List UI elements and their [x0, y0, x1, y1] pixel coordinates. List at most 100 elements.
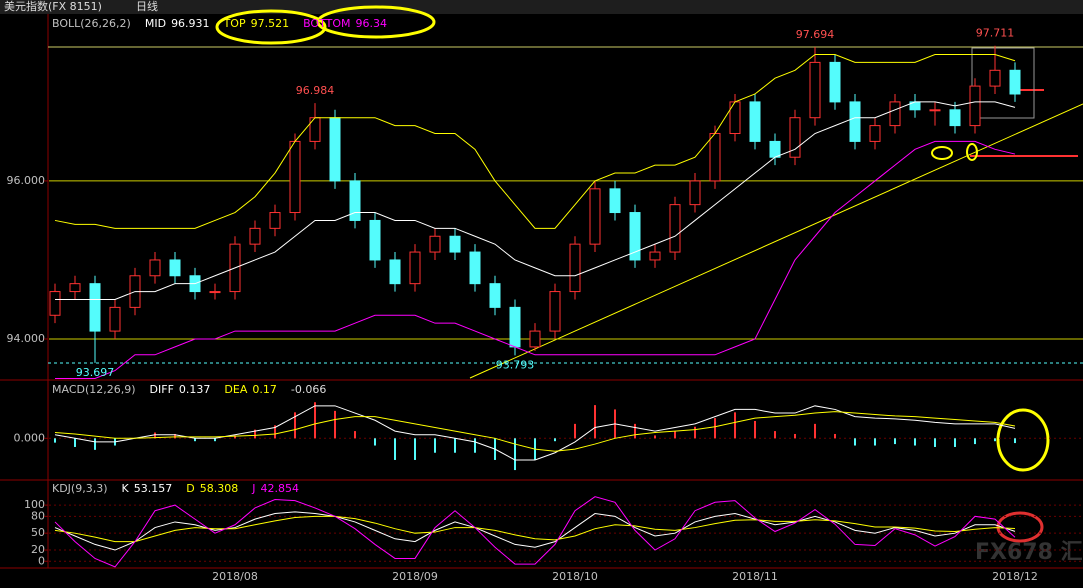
candle-body	[569, 243, 581, 293]
indicator-name: MACD(12,26,9)	[52, 383, 136, 396]
candle-body	[449, 235, 461, 253]
candle-body	[989, 69, 1001, 87]
y-tick-label: 50	[31, 526, 45, 539]
candle-body	[349, 180, 361, 221]
legend-value: 58.308	[200, 482, 239, 495]
candle-body	[69, 283, 81, 293]
candle-body	[769, 140, 781, 158]
highlight-ellipse	[215, 9, 327, 45]
x-tick-label: 2018/12	[992, 570, 1038, 583]
legend-label: K	[122, 482, 130, 495]
price-annotation: 97.694	[796, 28, 835, 41]
candle-body	[969, 85, 981, 127]
y-tick-label: 100	[24, 498, 45, 511]
y-tick-label: 80	[31, 509, 45, 522]
legend-label: MID	[145, 17, 166, 30]
candle-body	[629, 212, 641, 261]
y-tick-label: 0.000	[14, 431, 46, 444]
candle-body	[489, 283, 501, 308]
candle-body	[509, 306, 521, 348]
title-bar	[0, 0, 1083, 14]
candle-body	[849, 101, 861, 142]
legend-value: 96.931	[171, 17, 210, 30]
candle-body	[529, 330, 541, 348]
legend-value: 96.34	[355, 17, 387, 30]
candle-body	[289, 140, 301, 214]
x-tick-label: 2018/09	[392, 570, 438, 583]
price-annotation: 93.697	[76, 366, 115, 379]
highlight-box	[971, 47, 1035, 119]
y-tick-label: 0	[38, 554, 45, 567]
legend-value: -0.066	[291, 383, 326, 396]
legend-value: 42.854	[260, 482, 299, 495]
candle-body	[429, 235, 441, 253]
candle-body	[669, 204, 681, 253]
indicator-line	[54, 515, 1016, 543]
indicator-line	[54, 405, 1016, 461]
candle-body	[549, 291, 561, 332]
indicator-line	[55, 101, 1016, 300]
legend-value: 97.521	[251, 17, 290, 30]
indicator-name: BOLL(26,26,2)	[52, 17, 131, 30]
y-tick-label: 94.000	[7, 332, 46, 345]
candle-body	[709, 133, 721, 182]
highlight-ellipse	[996, 408, 1050, 472]
candle-body	[389, 259, 401, 285]
indicator-line	[54, 511, 1016, 551]
legend-label: DEA	[224, 383, 247, 396]
candle-body	[589, 188, 601, 245]
candle-body	[169, 259, 181, 277]
candle-body	[1009, 69, 1021, 95]
candle-body	[409, 251, 421, 285]
candle-body	[149, 259, 161, 277]
candle-body	[209, 291, 221, 294]
plot-area	[49, 45, 1021, 379]
candle-body	[89, 283, 101, 332]
candle-body	[369, 219, 381, 261]
candle-body	[329, 117, 341, 182]
indicator-line	[54, 53, 1016, 229]
indicator-line	[55, 140, 1016, 379]
legend-label: DIFF	[150, 383, 174, 396]
period[interactable]: 日线	[136, 0, 158, 13]
plot-area	[54, 496, 1016, 568]
legend-label: TOP	[223, 17, 246, 30]
highlight-ellipse	[996, 511, 1044, 543]
header-title: 美元指数(FX 8151)	[4, 0, 102, 13]
candle-body	[929, 109, 941, 112]
y-tick-label: 20	[31, 543, 45, 556]
highlight-ellipse	[316, 5, 436, 39]
legend-label: D	[186, 482, 194, 495]
candle-body	[109, 306, 121, 332]
candle-body	[469, 251, 481, 285]
legend-value: 53.157	[134, 482, 173, 495]
trend-line	[469, 103, 1083, 379]
candle-body	[649, 251, 661, 261]
plot-area	[54, 402, 1016, 471]
candle-body	[269, 212, 281, 229]
price-annotation: 93.793	[496, 358, 535, 371]
candle-body	[809, 61, 821, 119]
candle-body	[689, 180, 701, 206]
candle-body	[829, 61, 841, 103]
highlight-ellipse	[966, 143, 978, 161]
indicator-name: KDJ(9,3,3)	[52, 482, 108, 495]
legend-label: J	[251, 482, 255, 495]
legend-value: 0.137	[179, 383, 211, 396]
indicator-line	[54, 496, 1016, 568]
candle-body	[249, 227, 261, 245]
x-tick-label: 2018/11	[732, 570, 778, 583]
candle-body	[889, 101, 901, 127]
price-annotation: 97.711	[976, 27, 1015, 40]
highlight-ellipse	[931, 146, 953, 160]
candle-body	[49, 291, 61, 316]
legend-label: BOTTOM	[303, 17, 350, 30]
x-tick-label: 2018/10	[552, 570, 598, 583]
x-tick-label: 2018/08	[212, 570, 258, 583]
candle-body	[789, 117, 801, 158]
candle-body	[949, 109, 961, 127]
price-annotation: 96.984	[296, 84, 335, 97]
candle-body	[609, 188, 621, 214]
candle-body	[749, 101, 761, 142]
